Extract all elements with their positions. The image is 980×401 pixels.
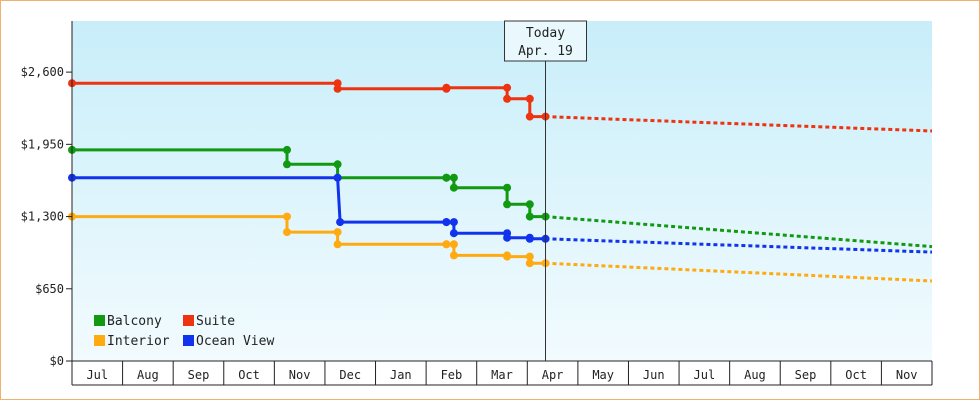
data-point: [525, 200, 534, 209]
legend-swatch: [94, 315, 105, 326]
y-tick-label: $1,950: [21, 137, 64, 151]
data-point: [525, 112, 534, 121]
x-tick-label: Jan: [390, 368, 412, 382]
y-tick-label: $0: [50, 354, 64, 368]
x-tick-label: Jul: [694, 368, 716, 382]
legend-swatch: [183, 335, 194, 346]
data-point: [503, 233, 512, 242]
data-point: [525, 212, 534, 221]
plot-area: [72, 21, 932, 361]
x-tick-label: Apr: [542, 368, 564, 382]
data-point: [503, 83, 512, 92]
y-tick-label: $2,600: [21, 65, 64, 79]
legend: Balcony Suite Interior Ocean View: [94, 314, 274, 349]
series-interior: [68, 212, 933, 283]
x-tick-label: Sep: [188, 368, 210, 382]
data-point: [525, 252, 534, 261]
projection-line-interior: [545, 261, 933, 283]
x-tick-label: Oct: [845, 368, 867, 382]
legend-label: Interior: [107, 334, 170, 349]
legend-swatch: [94, 335, 105, 346]
projection-line-balcony: [545, 215, 933, 249]
x-tick-label: Nov: [289, 368, 311, 382]
series-layer: [68, 79, 933, 283]
x-tick-label: Feb: [441, 368, 463, 382]
legend-item-suite: Suite: [183, 314, 235, 329]
legend-item-balcony: Balcony: [94, 314, 162, 329]
x-tick-label: Jun: [643, 368, 665, 382]
today-date: Apr. 19: [518, 44, 573, 59]
data-point: [503, 200, 512, 209]
series-suite: [68, 79, 933, 133]
projection-line-ocean-view: [545, 237, 933, 254]
today-label: Today: [526, 26, 565, 41]
data-point: [449, 240, 458, 249]
projection-line-suite: [545, 115, 933, 133]
data-point: [333, 79, 342, 88]
x-tick-label: May: [592, 368, 614, 382]
y-tick-label: $1,300: [21, 210, 64, 224]
data-point: [442, 240, 451, 249]
data-point: [503, 252, 512, 261]
today-marker: Today Apr. 19: [504, 20, 588, 361]
data-point: [449, 229, 458, 238]
x-tick-label: Aug: [137, 368, 159, 382]
legend-item-interior: Interior: [94, 334, 170, 349]
data-point: [283, 212, 291, 221]
data-point: [283, 228, 291, 237]
data-point: [442, 83, 451, 92]
legend-swatch: [183, 315, 194, 326]
data-point: [336, 218, 345, 227]
data-point: [449, 218, 458, 227]
data-point: [503, 94, 512, 103]
data-point: [442, 173, 451, 182]
data-point: [449, 251, 458, 260]
x-tick-label: Oct: [238, 368, 260, 382]
x-tick-label: Jul: [86, 368, 108, 382]
y-tick-label: $650: [35, 282, 64, 296]
today-box: [504, 20, 588, 62]
data-point: [333, 173, 342, 182]
data-point: [442, 218, 451, 227]
x-tick-label: Dec: [339, 368, 361, 382]
data-point: [333, 84, 342, 93]
data-point: [333, 160, 342, 169]
axis-layer: $0 $650 $1,300 $1,950 $2,600 Jul Aug Sep Oct Nov D…: [21, 21, 933, 386]
data-point: [333, 228, 342, 237]
data-point: [449, 183, 458, 192]
legend-label: Balcony: [107, 314, 162, 329]
x-tick-label: Mar: [491, 368, 513, 382]
x-tick-label: Nov: [896, 368, 918, 382]
data-point: [283, 145, 291, 154]
data-point: [503, 183, 512, 192]
legend-label: Suite: [196, 314, 235, 329]
data-point: [449, 173, 458, 182]
data-point: [525, 234, 534, 243]
legend-item-ocean-view: Ocean View: [183, 334, 274, 349]
x-tick-label: Sep: [795, 368, 817, 382]
series-balcony: [68, 145, 933, 249]
x-tick-label: Aug: [744, 368, 766, 382]
data-point: [283, 160, 291, 169]
data-point: [333, 240, 342, 249]
legend-label: Ocean View: [196, 334, 274, 349]
data-point: [525, 259, 534, 268]
data-point: [525, 94, 534, 103]
